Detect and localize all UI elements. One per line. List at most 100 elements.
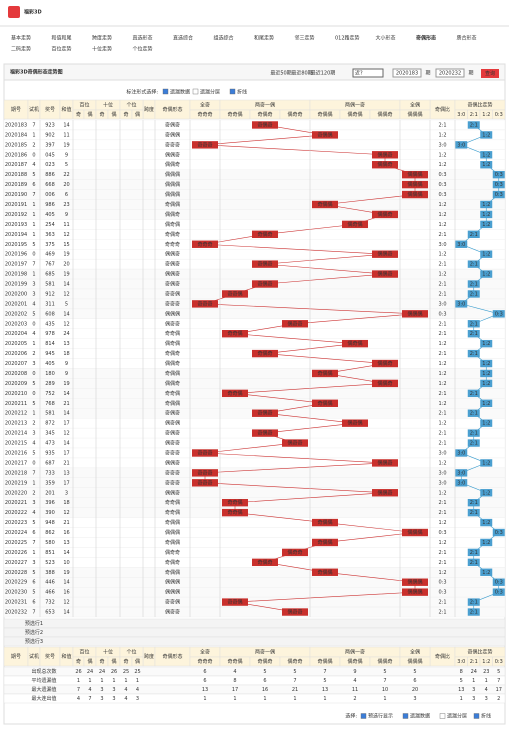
cell-text: 2:1 [438, 560, 446, 566]
cell-text: 2020228 [5, 570, 27, 576]
stat-value: 1 [112, 678, 115, 684]
stat-value: 7 [383, 678, 386, 684]
cell-text: 1:2 [438, 252, 446, 258]
ratio-marker [467, 508, 480, 517]
cell-text: 17 [63, 421, 69, 427]
cell-text: 2020223 [5, 520, 27, 526]
cell-text: 3:0 [438, 450, 446, 456]
checkbox[interactable] [162, 88, 169, 95]
cell-text: 4 [32, 510, 35, 516]
cell-text: 023 [45, 162, 55, 168]
nav-link[interactable]: 跨度走势 [92, 35, 112, 42]
ratio-marker-text: 2:1 [470, 610, 478, 616]
cell-text: 2 [32, 421, 35, 427]
checkbox[interactable] [402, 713, 409, 719]
cell-text: 2:1 [438, 500, 446, 506]
nav-link[interactable]: 012路走势 [335, 35, 360, 42]
ratio-marker [480, 359, 493, 368]
checkbox[interactable] [229, 88, 236, 95]
nav-link[interactable]: 二码走势 [11, 46, 31, 53]
shape-marker-text: 偶偶偶 [407, 171, 422, 178]
nav-link[interactable]: 和值和尾 [52, 35, 72, 42]
shape-marker-text: 奇奇奇 [197, 300, 212, 307]
cell-text: 2 [32, 142, 35, 148]
cell-text: 1:2 [438, 570, 446, 576]
cell-text: 902 [45, 132, 55, 138]
cell-text: 14 [63, 282, 69, 288]
cell-text: 1:2 [438, 421, 446, 427]
cell-text: 4 [32, 331, 35, 337]
stat-value: 2 [353, 696, 356, 702]
input[interactable] [435, 68, 465, 78]
sub-header: 3:0 [457, 112, 465, 118]
select[interactable] [352, 68, 384, 78]
cell-text: 923 [45, 122, 55, 128]
cell-text: 偶偶奇 [165, 360, 180, 367]
range-link[interactable]: 最近50期 [270, 70, 291, 77]
cell-text: 2020192 [5, 212, 27, 218]
cell-text: 奇偶偶 [165, 569, 180, 576]
column-header: 百位 [79, 649, 89, 656]
cell-text: 5 [32, 590, 35, 596]
cell-text: 006 [45, 192, 55, 198]
cell-text: 2:1 [438, 411, 446, 417]
checkbox[interactable] [439, 713, 446, 719]
ratio-marker-text: 3:0 [457, 301, 465, 307]
cell-text: 7 [32, 122, 35, 128]
cell-text: 581 [45, 411, 55, 417]
shape-marker [402, 578, 428, 586]
checkbox[interactable] [192, 88, 199, 95]
nav-link[interactable]: 个位走势 [133, 46, 153, 53]
cell-text: 6 [32, 580, 35, 586]
ratio-marker-text: 1:2 [482, 341, 490, 347]
ratio-marker-text: 3:0 [457, 480, 465, 486]
cell-text: 奇奇偶 [165, 390, 180, 397]
cell-text: 668 [45, 182, 55, 188]
stat-value: 8 [233, 678, 236, 684]
nav-link[interactable]: 十位走势 [92, 46, 112, 53]
group-header: 全偶 [410, 649, 420, 656]
ratio-marker [492, 578, 505, 586]
column-header: 奇偶比走势 [467, 102, 492, 109]
stat-value: 1 [383, 696, 386, 702]
nav-link[interactable]: 百位走势 [52, 46, 72, 53]
nav-link[interactable]: 组选综合 [214, 35, 234, 42]
nav-link[interactable]: 邻三走势 [295, 35, 315, 42]
shape-marker [402, 170, 428, 179]
cell-text: 3:0 [438, 142, 446, 148]
cell-text: 1:2 [438, 341, 446, 347]
ratio-marker-text: 1:2 [482, 520, 490, 526]
shape-marker-text: 偶偶偶 [407, 191, 422, 198]
checkbox[interactable] [473, 713, 480, 719]
nav-link[interactable]: 直选综合 [173, 35, 193, 42]
ratio-marker [455, 479, 468, 487]
nav-link[interactable]: 质合形态 [457, 35, 477, 42]
cell-text: 3 [32, 291, 35, 297]
cell-text: 045 [45, 152, 55, 158]
nav-link[interactable]: 直选形态 [133, 35, 153, 42]
cell-text: 2020217 [5, 460, 27, 466]
button[interactable] [481, 69, 499, 78]
cell-text: 12 [63, 510, 69, 516]
range-link[interactable]: 最近80期 [291, 70, 312, 77]
nav-link[interactable]: 基本走势 [11, 35, 31, 42]
nav-link[interactable]: 大小形态 [376, 35, 396, 42]
nav-link[interactable]: 和尾走势 [254, 35, 274, 42]
cell-text: 0:3 [438, 172, 446, 178]
checkbox[interactable] [360, 713, 367, 719]
nav-link[interactable]: 奇偶形态 [416, 35, 436, 42]
cell-text: 581 [45, 282, 55, 288]
cell-text: 3 [32, 431, 35, 437]
cell-text: 685 [45, 272, 55, 278]
cell-text: 1:2 [438, 202, 446, 208]
input[interactable] [392, 68, 422, 78]
column-header: 和值 [61, 653, 71, 660]
ratio-marker [467, 230, 480, 239]
shape-marker-text: 偶偶奇 [377, 211, 392, 218]
shape-marker-text: 奇偶偶 [317, 400, 332, 407]
column-header: 奖号 [45, 653, 55, 660]
range-link[interactable]: 最近120期 [311, 70, 336, 77]
stat-value: 10 [382, 687, 388, 693]
ratio-marker-text: 0:3 [495, 590, 503, 596]
cell-text: 2020229 [5, 580, 27, 586]
